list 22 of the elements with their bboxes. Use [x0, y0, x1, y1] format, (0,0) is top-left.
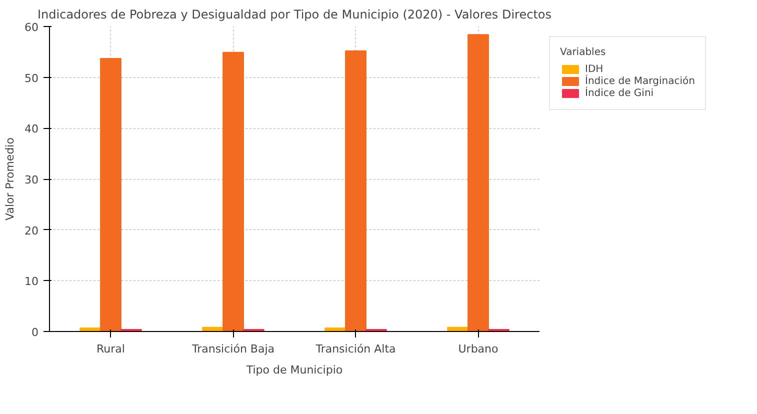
y-tick-label: 0 [32, 326, 38, 339]
chart-title: Indicadores de Pobreza y Desigualdad por Tipo de Municipio (2020) - Valores Directos [38, 8, 552, 22]
x-tick-label: Transición Alta [314, 342, 396, 356]
legend-label: Índice de Gini [585, 87, 654, 99]
bar [100, 58, 122, 332]
bar [468, 34, 489, 332]
bar [222, 52, 244, 332]
y-tick-label: 60 [24, 21, 39, 34]
y-tick-label: 50 [24, 72, 39, 85]
x-axis-title: Tipo de Municipio [245, 364, 343, 376]
x-tick-label: Rural [96, 342, 125, 356]
bar [345, 50, 366, 332]
x-tick-label: Transición Baja [190, 342, 275, 356]
legend-title: Variables [560, 47, 607, 58]
legend-label: Índice de Marginación [585, 75, 695, 86]
x-tick-label: Urbano [458, 342, 499, 356]
y-axis-title: Valor Promedio [4, 137, 17, 220]
y-tick-label: 10 [24, 275, 39, 288]
y-tick-label: 30 [24, 174, 39, 186]
y-tick-label: 40 [24, 122, 39, 136]
y-tick-label: 20 [24, 224, 39, 238]
legend-label: IDH [585, 63, 604, 74]
